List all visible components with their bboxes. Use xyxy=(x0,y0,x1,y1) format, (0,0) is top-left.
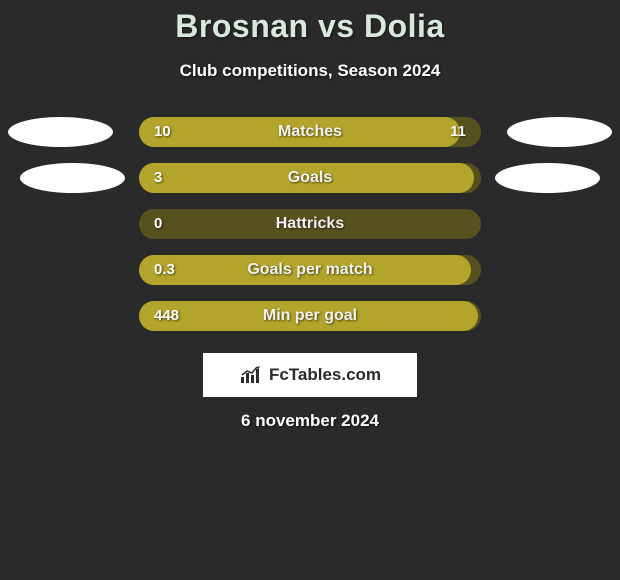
player-right-oval xyxy=(507,117,612,147)
player-left-oval xyxy=(20,163,125,193)
stat-row: 448Min per goal xyxy=(0,301,620,331)
stat-row: 3Goals xyxy=(0,163,620,193)
bar-fill xyxy=(139,117,460,147)
brand-logo[interactable]: FcTables.com xyxy=(203,353,417,397)
bar-fill xyxy=(139,301,478,331)
date-label: 6 november 2024 xyxy=(241,411,379,431)
page-title: Brosnan vs Dolia xyxy=(175,8,444,45)
stat-row: 1011Matches xyxy=(0,117,620,147)
subtitle: Club competitions, Season 2024 xyxy=(180,61,441,81)
stat-rows: 1011Matches 3Goals 0Hattricks 0.3Goals per … xyxy=(0,117,620,347)
brand-logo-text: FcTables.com xyxy=(269,365,381,385)
comparison-card: Brosnan vs Dolia Club competitions, Seas… xyxy=(0,0,620,431)
bar-fill xyxy=(139,255,471,285)
stat-row: 0Hattricks xyxy=(0,209,620,239)
stat-row: 0.3Goals per match xyxy=(0,255,620,285)
bar-fill xyxy=(139,163,474,193)
player-right-oval xyxy=(495,163,600,193)
bar-track xyxy=(139,209,481,239)
chart-icon xyxy=(239,365,263,385)
player-left-oval xyxy=(8,117,113,147)
